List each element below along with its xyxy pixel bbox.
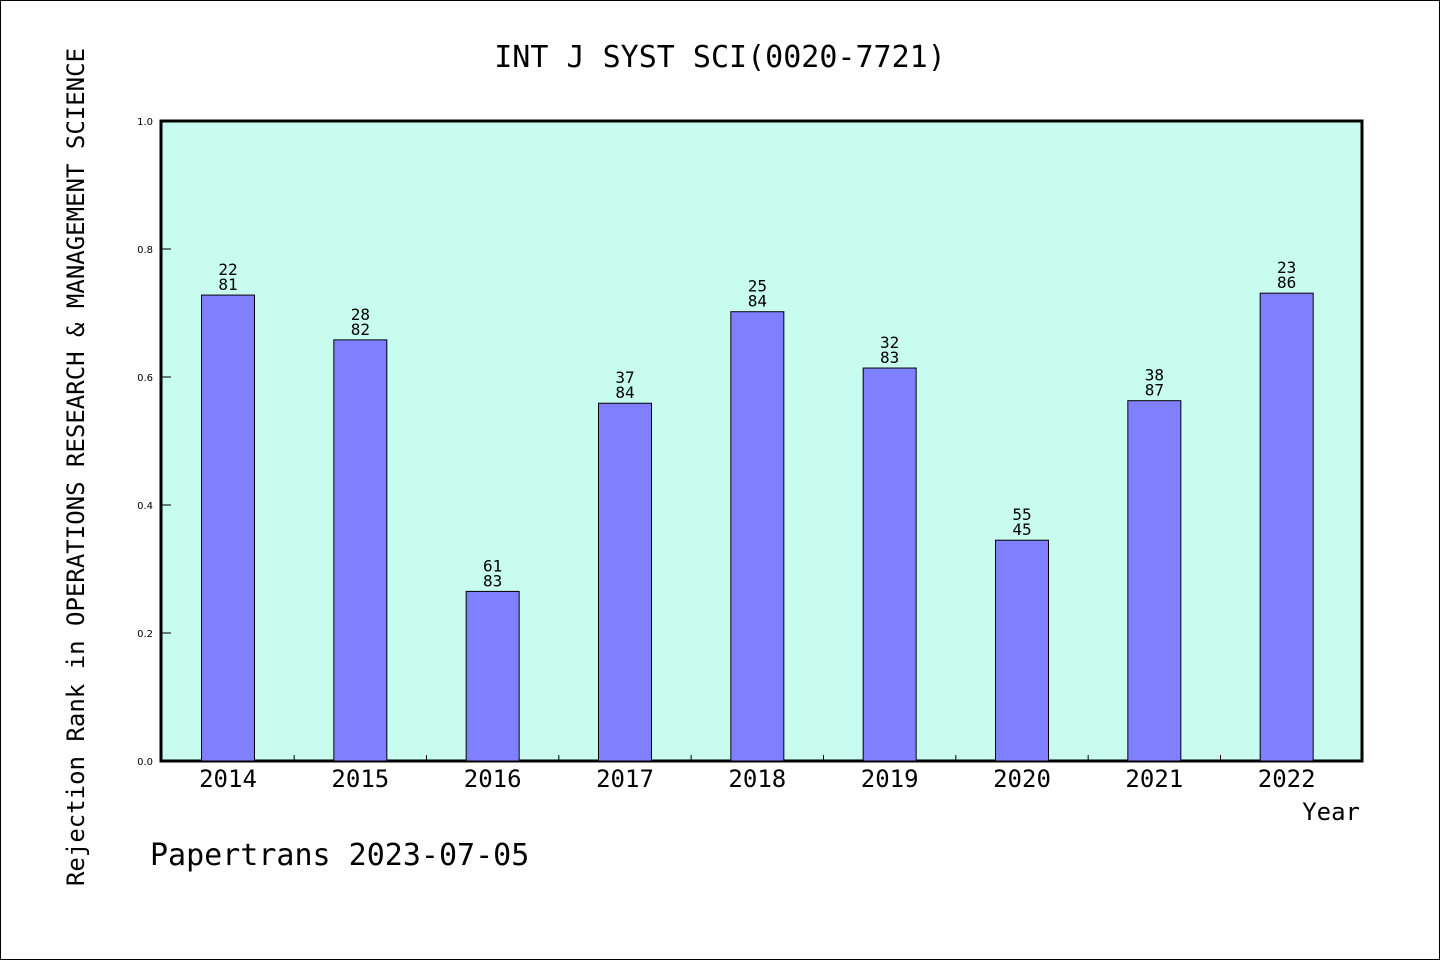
x-tick-label: 2021	[1125, 765, 1183, 793]
data-label-top: 22	[218, 260, 237, 279]
bar-2021	[1127, 400, 1182, 762]
bar-2018	[730, 311, 785, 762]
x-tick-label: 2018	[728, 765, 786, 793]
bar-2014	[201, 294, 255, 762]
x-tick-label: 2019	[861, 765, 919, 793]
bar-2015	[333, 339, 388, 762]
bar-2022	[1259, 292, 1314, 762]
data-label-top: 23	[1277, 258, 1296, 277]
x-tick-label: 2020	[993, 765, 1051, 793]
y-tick-label: 0.8	[137, 245, 153, 256]
x-tick-label: 2014	[199, 765, 257, 793]
data-label-top: 25	[748, 277, 767, 296]
x-axis: 2014 2015 2016 2017 2018 2019 2020 2021 2022	[199, 755, 1316, 793]
bar-2017	[598, 402, 652, 762]
x-tick-label: 2016	[464, 765, 522, 793]
data-label-bottom: 83	[880, 348, 899, 367]
data-label-bottom: 84	[615, 383, 634, 402]
y-tick-label: 0.4	[137, 501, 153, 512]
x-axis-label: Year	[1302, 798, 1360, 826]
x-tick-label: 2022	[1258, 765, 1316, 793]
y-tick-label: 0.2	[137, 629, 153, 640]
bars-layer	[201, 292, 1314, 762]
data-label-top: 38	[1145, 366, 1164, 385]
bar-2019	[862, 367, 917, 762]
data-label-top: 37	[615, 368, 634, 387]
data-label-bottom: 84	[748, 292, 767, 311]
data-label-top: 28	[351, 305, 370, 324]
y-tick-label: 0.0	[137, 757, 153, 768]
data-label-top: 55	[1012, 505, 1031, 524]
bar-2016	[465, 590, 520, 762]
footer-credit: Papertrans 2023-07-05	[150, 838, 529, 873]
data-label-bottom: 86	[1277, 273, 1296, 292]
chart-title: INT J SYST SCI(0020-7721)	[494, 40, 946, 75]
y-tick-label: 0.6	[137, 373, 153, 384]
x-tick-label: 2017	[596, 765, 654, 793]
data-label-bottom: 82	[351, 320, 370, 339]
x-tick-label: 2015	[331, 765, 389, 793]
y-tick-label: 1.0	[137, 117, 153, 128]
bar-2020	[995, 539, 1049, 762]
data-label-bottom: 81	[218, 275, 237, 294]
data-label-bottom: 45	[1012, 520, 1031, 539]
data-label-bottom: 87	[1145, 381, 1164, 400]
y-axis-label: Rejection Rank in OPERATIONS RESEARCH & …	[62, 48, 90, 886]
data-label-bottom: 83	[483, 571, 502, 590]
y-axis: 0.0 0.2 0.4 0.6 0.8 1.0	[137, 117, 171, 768]
data-label-top: 61	[483, 556, 502, 575]
data-label-top: 32	[880, 333, 899, 352]
